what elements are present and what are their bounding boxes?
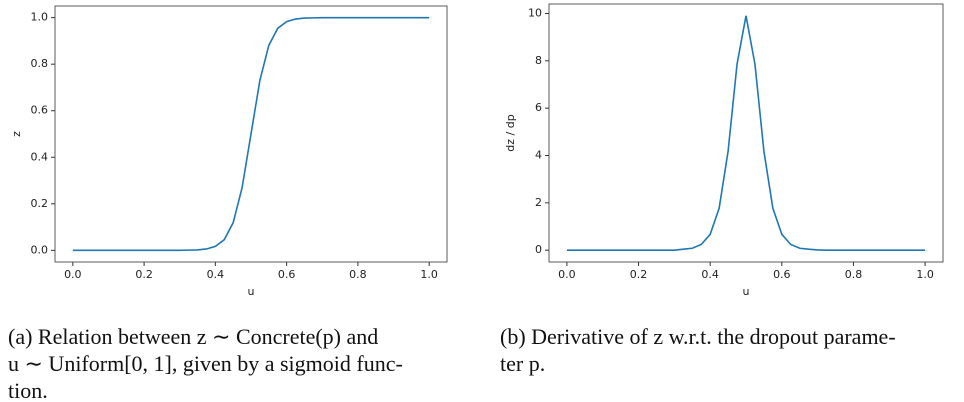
y-tick-label: 4	[535, 148, 542, 161]
y-tick-label: 0.6	[31, 104, 49, 117]
y-tick-label: 0.2	[31, 197, 49, 210]
caption-line: (a) Relation between z ∼ Concrete(p) and	[8, 324, 378, 349]
x-tick-label: 0.0	[64, 268, 82, 281]
y-tick-label: 10	[528, 6, 542, 19]
x-tick-label: 1.0	[916, 268, 934, 281]
plot-frame	[548, 3, 944, 263]
y-tick-label: 0.8	[31, 57, 49, 70]
y-tick-label: 0.4	[31, 150, 49, 163]
x-tick-label: 0.2	[135, 268, 153, 281]
y-tick-label: 2	[535, 196, 542, 209]
x-tick-label: 0.2	[630, 268, 648, 281]
y-tick-label: 1.0	[31, 11, 49, 24]
caption-line: u ∼ Uniform[0, 1], given by a sigmoid fu…	[8, 351, 403, 376]
x-tick-label: 0.8	[845, 268, 863, 281]
caption-line: (b) Derivative of z w.r.t. the dropout p…	[500, 324, 896, 349]
data-line	[72, 16, 430, 252]
y-tick-label: 0.0	[31, 243, 49, 256]
plot-frame	[54, 5, 448, 263]
data-line	[566, 15, 926, 251]
x-tick-label: 0.4	[207, 268, 225, 281]
x-axis-label: u	[743, 285, 750, 298]
x-tick-label: 0.6	[773, 268, 791, 281]
y-tick-label: 0	[535, 243, 542, 256]
x-tick-label: 0.8	[349, 268, 367, 281]
x-tick-label: 0.4	[701, 268, 719, 281]
x-tick-label: 0.6	[278, 268, 296, 281]
y-axis-label: dz / dp	[504, 114, 517, 151]
x-tick-label: 1.0	[420, 268, 438, 281]
x-axis-label: u	[248, 285, 255, 298]
x-tick-label: 0.0	[558, 268, 576, 281]
caption-line: tion.	[8, 378, 48, 402]
y-axis-label: z	[10, 131, 23, 137]
caption-line: ter p.	[500, 351, 545, 376]
y-tick-label: 6	[535, 101, 542, 114]
y-tick-label: 8	[535, 54, 542, 67]
